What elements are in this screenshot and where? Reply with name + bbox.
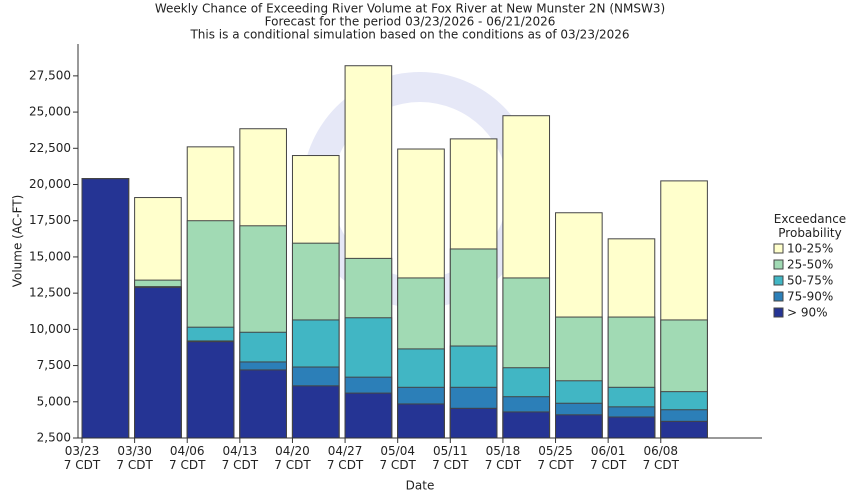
bar [344, 392, 393, 439]
y-tick-label: 20,000 [29, 177, 71, 191]
x-tick-label: 04/20 7 CDT [274, 444, 311, 472]
bar [502, 411, 551, 439]
legend-swatch [773, 291, 784, 302]
y-tick-label: 5,000 [37, 394, 71, 408]
legend-swatch [773, 307, 784, 318]
y-tick-label: 15,000 [29, 249, 71, 263]
x-tick-label: 06/08 7 CDT [642, 444, 679, 472]
x-tick-label: 05/11 7 CDT [432, 444, 469, 472]
y-tick-label: 17,500 [29, 213, 71, 227]
legend-swatch [773, 275, 784, 286]
x-tick-label: 05/25 7 CDT [537, 444, 574, 472]
x-tick-label: 03/23 7 CDT [63, 444, 101, 472]
bar [134, 286, 182, 439]
chart-note: This is a conditional simulation based o… [189, 28, 629, 42]
x-tick-label: 04/13 7 CDT [221, 444, 259, 472]
x-tick-label: 03/30 7 CDT [116, 444, 153, 472]
chart-title: Weekly Chance of Exceeding River Volume … [155, 2, 665, 16]
x-axis-label: Date [406, 479, 435, 493]
legend-swatch [773, 259, 784, 270]
x-tick-label: 04/06 7 CDT [169, 444, 206, 472]
bar [397, 403, 445, 439]
bar [660, 420, 708, 439]
legend-label: 10-25% [787, 242, 833, 256]
bar [81, 178, 130, 439]
y-tick-label: 7,500 [37, 358, 71, 372]
y-tick-label: 2,500 [37, 431, 71, 445]
legend-label: 50-75% [787, 274, 833, 288]
y-axis-label: Volume (AC-FT) [11, 195, 25, 288]
legend-swatch [773, 243, 784, 254]
bar [186, 341, 235, 439]
bar [607, 416, 656, 439]
x-tick-label: 04/27 7 CDT [326, 444, 364, 472]
y-tick-label: 10,000 [29, 322, 71, 336]
legend-label: > 90% [787, 306, 828, 320]
x-tick-label: 06/01 7 CDT [589, 444, 627, 472]
legend-label: 75-90% [787, 290, 833, 304]
legend-title: Exceedance Probability [773, 212, 847, 240]
x-tick-label: 05/04 7 CDT [379, 444, 416, 472]
x-tick-label: 05/18 7 CDT [484, 444, 522, 472]
bar [449, 407, 498, 439]
bar [555, 414, 603, 439]
bar [239, 369, 287, 439]
y-tick-label: 27,500 [29, 68, 71, 82]
y-tick-label: 22,500 [29, 141, 71, 155]
chart-subtitle: Forecast for the period 03/23/2026 - 06/… [265, 15, 556, 29]
legend-label: 25-50% [787, 258, 833, 272]
y-tick-label: 25,000 [29, 105, 71, 119]
y-tick-label: 12,500 [29, 286, 71, 300]
bar [291, 385, 340, 439]
